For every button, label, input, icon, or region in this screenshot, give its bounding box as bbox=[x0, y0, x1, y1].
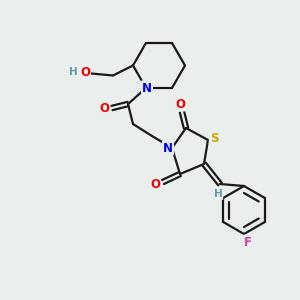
Text: F: F bbox=[244, 236, 252, 248]
Text: O: O bbox=[80, 66, 90, 79]
Text: O: O bbox=[175, 98, 185, 110]
Text: O: O bbox=[150, 178, 160, 190]
Text: N: N bbox=[163, 142, 173, 154]
Text: H: H bbox=[69, 68, 77, 77]
Text: N: N bbox=[142, 82, 152, 94]
Text: H: H bbox=[214, 189, 222, 199]
Text: O: O bbox=[99, 103, 109, 116]
Text: S: S bbox=[210, 131, 218, 145]
Text: N: N bbox=[142, 82, 152, 94]
